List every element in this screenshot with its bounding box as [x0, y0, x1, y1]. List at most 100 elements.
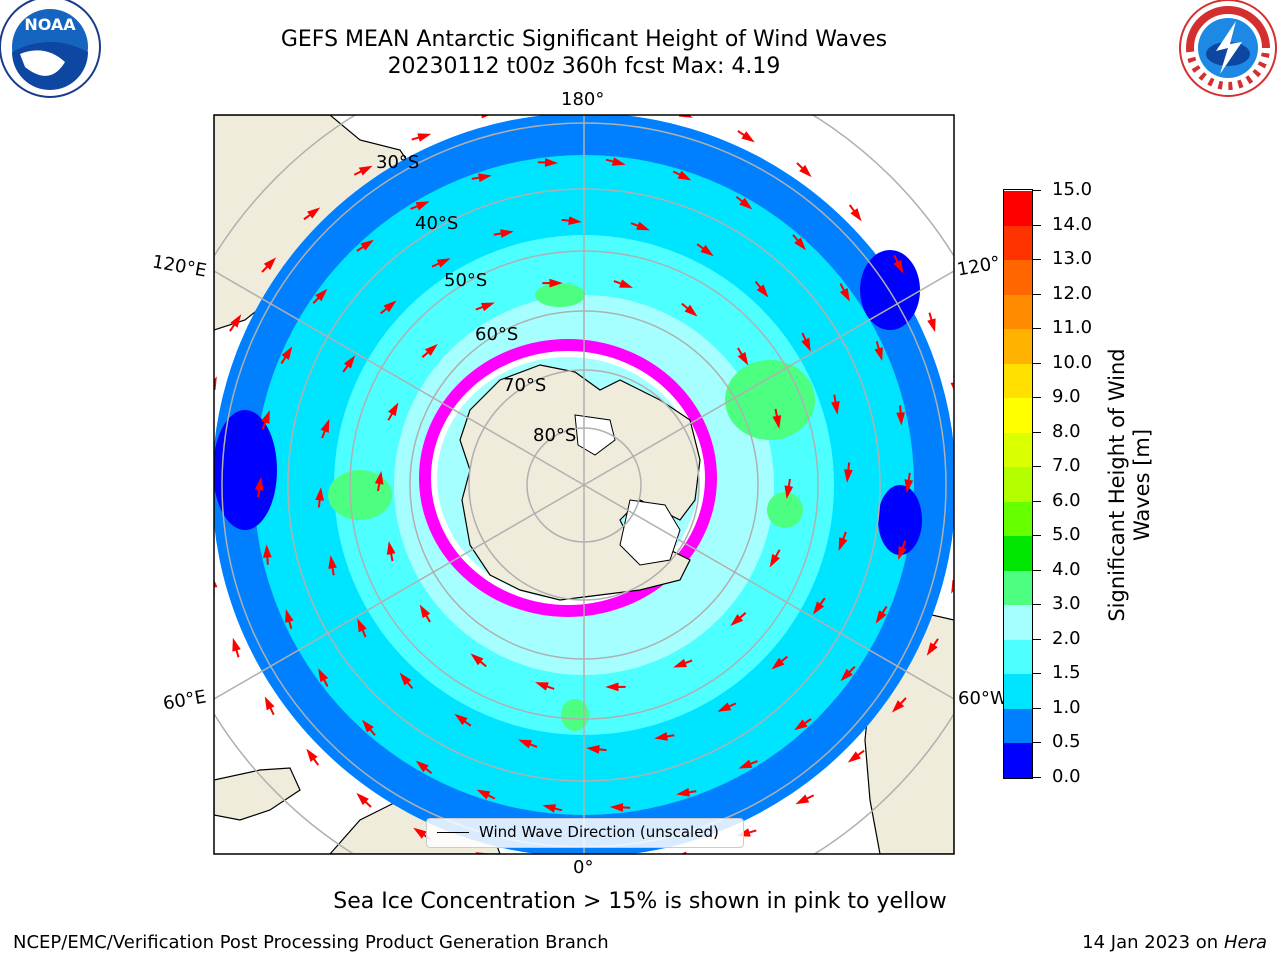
- wave-arrow-shaft: [200, 517, 201, 529]
- wave-arrow-head: [261, 410, 270, 424]
- wave-arrow-head: [480, 302, 495, 312]
- colorbar-segment: [1004, 397, 1032, 433]
- wave-arrow-shaft: [549, 867, 561, 870]
- wave-arrow-head: [609, 803, 624, 812]
- wave-arrow-head: [898, 546, 907, 560]
- colorbar-tick-label: 9.0: [1052, 386, 1081, 408]
- wave-arrow-shaft: [966, 508, 969, 520]
- wave-arrow-head: [772, 415, 782, 429]
- wave-arrow-head: [676, 788, 690, 797]
- wave-arrow-head: [568, 216, 582, 225]
- lon-label-180: 180°: [561, 89, 605, 110]
- colorbar-tick-label: 15.0: [1052, 179, 1093, 200]
- wave-arrow-head: [801, 337, 811, 352]
- wave-arrow-head: [358, 165, 373, 176]
- footer-date-text: 14 Jan 2023 on: [1082, 932, 1224, 953]
- colorbar-segment: [1004, 501, 1032, 537]
- colorbar-tick-mark: [1033, 777, 1041, 778]
- wave-arrow-head: [544, 158, 559, 167]
- colorbar-segment: [1004, 190, 1032, 226]
- colorbar-title-line2: Waves [m]: [1130, 428, 1154, 542]
- wave-arrow-head: [548, 99, 557, 105]
- lat-label-40s: 40°S: [415, 213, 459, 234]
- wave-arrow-head: [847, 751, 861, 763]
- wave-arrow-head: [838, 537, 848, 551]
- wave-arrow-head: [756, 284, 769, 298]
- colorbar-segment: [1004, 708, 1032, 744]
- wave-arrow-head: [285, 609, 294, 623]
- wave-arrow-head: [850, 208, 862, 222]
- colorbar-title: Significant Height of Wind Waves [m]: [1105, 348, 1155, 621]
- colorbar-tick-mark: [1033, 259, 1041, 261]
- footer-date: 14 Jan 2023 on Hera: [1082, 932, 1267, 953]
- wave-arrow-head: [769, 553, 780, 568]
- colorbar-segment: [1004, 294, 1032, 330]
- wave-arrow-shaft: [483, 855, 494, 860]
- colorbar-tick-mark: [1033, 397, 1041, 399]
- wave-arrow-head: [478, 173, 492, 182]
- colorbar-segment: [1004, 225, 1032, 261]
- wave-arrow-head: [320, 419, 330, 433]
- wave-arrow-head: [417, 133, 432, 142]
- wave-arrow-head: [318, 668, 329, 683]
- wave-arrow-head: [611, 865, 620, 871]
- colorbar-tick-label: 0.5: [1052, 731, 1081, 753]
- wave-arrow-head: [315, 288, 328, 302]
- wave-arrow-head: [619, 279, 634, 288]
- wave-arrow-head: [794, 719, 808, 731]
- wave-arrow-head: [904, 479, 914, 493]
- wave-arrow-head: [964, 516, 970, 525]
- nws-logo: [1179, 0, 1277, 97]
- wave-arrow-shaft: [607, 100, 619, 103]
- colorbar-tick-label: 3.0: [1052, 593, 1081, 615]
- colorbar-segment: [1004, 604, 1032, 640]
- wave-arrow-head: [927, 318, 936, 333]
- wave-arrow-head: [518, 739, 532, 749]
- wave-arrow-head: [784, 485, 794, 500]
- colorbar-segment: [1004, 328, 1032, 364]
- wave-arrow-head: [771, 657, 785, 670]
- colorbar-tick-label: 0.0: [1052, 766, 1081, 787]
- colorbar-tick-mark: [1033, 224, 1041, 226]
- wave-arrow-shaft: [682, 855, 694, 856]
- colorbar-segment: [1004, 639, 1032, 675]
- wave-arrow-head: [470, 653, 484, 666]
- wave-arrow-head: [328, 555, 337, 569]
- colorbar-tick-mark: [1033, 500, 1041, 502]
- lat-label-30s: 30°S: [376, 152, 420, 173]
- colorbar-tick-mark: [1033, 638, 1041, 640]
- wave-arrow-shaft: [199, 450, 202, 462]
- wave-arrow-head: [419, 604, 431, 619]
- wave-arrow-head: [198, 512, 204, 521]
- lon-label-0: 0°: [573, 857, 594, 878]
- colorbar-tick-mark: [1033, 466, 1041, 468]
- colorbar-segment: [1004, 673, 1032, 709]
- wave-arrow-head: [636, 221, 650, 231]
- wave-arrow-head: [812, 601, 825, 615]
- wave-arrow-shaft: [616, 868, 628, 869]
- map-legend: Wind Wave Direction (unscaled): [426, 818, 744, 848]
- wave-arrow-head: [893, 259, 904, 274]
- svg-text:NOAA: NOAA: [24, 15, 76, 34]
- wave-arrow-head: [415, 760, 429, 773]
- wave-arrow-head: [700, 244, 714, 257]
- footer-branch: NCEP/EMC/Verification Post Processing Pr…: [13, 932, 609, 953]
- colorbar-tick-mark: [1033, 673, 1041, 675]
- colorbar-segment: [1004, 363, 1032, 399]
- wave-arrow-head: [741, 131, 755, 143]
- wave-arrow-head: [315, 487, 324, 501]
- lat-label-80s: 80°S: [533, 425, 577, 446]
- colorbar-tick-label: 5.0: [1052, 524, 1081, 546]
- wave-arrow-head: [839, 287, 850, 302]
- lat-label-70s: 70°S: [503, 375, 547, 396]
- colorbar-tick-mark: [1033, 604, 1041, 606]
- wave-arrow-head: [436, 258, 451, 268]
- wave-arrow-head: [738, 759, 753, 769]
- colorbar-segment: [1004, 466, 1032, 502]
- colorbar-tick-label: 13.0: [1052, 248, 1093, 270]
- wave-arrow-head: [654, 732, 668, 741]
- colorbar-tick-label: 12.0: [1052, 282, 1093, 304]
- wave-arrow-head: [549, 278, 563, 288]
- colorbar-segment: [1004, 535, 1032, 571]
- wave-arrow-head: [357, 618, 367, 633]
